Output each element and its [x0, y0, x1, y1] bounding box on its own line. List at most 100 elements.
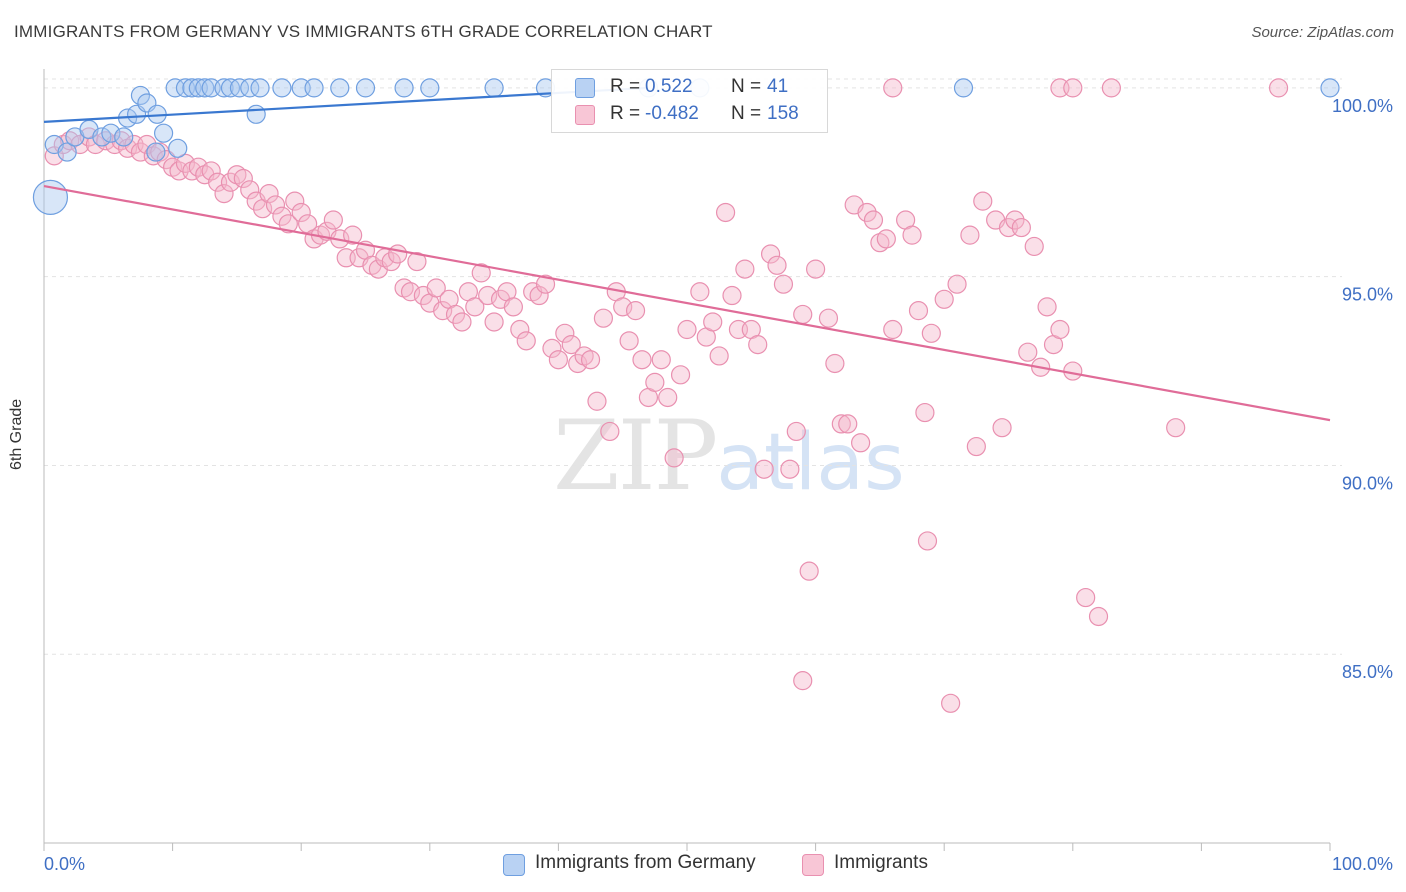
y-axis-label: 6th Grade: [8, 398, 25, 470]
point-immigrants: [773, 274, 794, 294]
trendline-germany: [43, 86, 649, 123]
point-germany: [246, 104, 266, 124]
point-immigrants: [343, 225, 363, 245]
point-immigrants: [1050, 319, 1070, 340]
point-germany: [165, 78, 185, 98]
x-tick-label: 100.0%: [1332, 854, 1393, 874]
point-immigrants: [400, 282, 421, 302]
point-immigrants: [947, 274, 967, 294]
point-immigrants: [175, 153, 196, 173]
point-immigrants: [670, 365, 691, 385]
point-immigrants: [452, 312, 472, 332]
legend-n-label: N =: [731, 103, 762, 124]
chart-title: IMMIGRANTS FROM GERMANY VS IMMIGRANTS 6T…: [14, 22, 713, 41]
point-immigrants: [1268, 78, 1289, 98]
series-legend: Immigrants from Germany Immigrants: [0, 851, 1406, 879]
point-immigrants: [799, 561, 819, 581]
point-immigrants: [754, 459, 774, 479]
point-immigrants: [503, 297, 523, 317]
point-immigrants: [651, 350, 671, 370]
point-immigrants: [548, 350, 569, 370]
point-immigrants: [381, 251, 401, 272]
point-immigrants: [917, 531, 938, 551]
point-immigrants: [587, 391, 607, 411]
legend-row-germany: R = 0.522 N = 41: [552, 74, 827, 100]
point-immigrants: [323, 210, 343, 230]
legend-r-value: -0.482: [645, 103, 699, 124]
point-immigrants: [188, 157, 208, 177]
point-immigrants: [908, 301, 929, 321]
point-immigrants: [709, 346, 729, 366]
point-germany: [953, 78, 974, 98]
point-immigrants: [291, 202, 311, 223]
legend-row-immigrants: R = -0.482 N = 158: [552, 101, 827, 127]
point-germany: [420, 78, 440, 98]
point-immigrants: [767, 255, 787, 275]
point-immigrants: [561, 335, 581, 355]
point-immigrants: [1018, 342, 1038, 362]
point-immigrants: [883, 78, 903, 98]
point-immigrants: [433, 301, 453, 321]
point-immigrants: [966, 436, 986, 457]
point-germany: [1320, 78, 1340, 98]
point-immigrants: [883, 319, 903, 340]
point-immigrants: [516, 331, 536, 351]
legend-n-value: 41: [767, 76, 789, 97]
legend-n-label: N =: [731, 76, 762, 97]
point-immigrants: [934, 289, 954, 309]
point-germany: [272, 78, 292, 98]
point-immigrants: [555, 323, 575, 343]
point-immigrants: [529, 285, 549, 306]
source-credit: Source: ZipAtlas.com: [1251, 24, 1394, 41]
point-immigrants: [876, 229, 896, 249]
legend-label-germany: Immigrants from Germany: [535, 852, 756, 873]
point-immigrants: [645, 372, 665, 392]
point-immigrants: [735, 259, 755, 279]
watermark-atlas: atlas: [716, 418, 905, 508]
point-immigrants: [426, 278, 446, 298]
point-immigrants: [838, 414, 858, 434]
point-immigrants: [201, 161, 221, 181]
y-tick-label: 100.0%: [1332, 96, 1393, 116]
point-immigrants: [1166, 418, 1186, 438]
point-immigrants: [722, 285, 742, 306]
legend-r-label: R =: [610, 103, 641, 124]
point-immigrants: [240, 180, 260, 200]
point-germany: [195, 78, 215, 98]
point-immigrants: [156, 150, 176, 170]
point-immigrants: [690, 282, 710, 302]
legend-r-value: 0.522: [645, 76, 693, 97]
point-germany: [394, 78, 414, 98]
point-immigrants: [214, 183, 234, 204]
point-immigrants: [760, 244, 781, 264]
point-germany: [57, 142, 77, 162]
point-immigrants: [960, 225, 980, 245]
point-germany: [168, 138, 188, 158]
correlation-legend: R = 0.522 N = 41 R = -0.482 N = 158: [551, 69, 828, 133]
point-immigrants: [677, 319, 697, 340]
point-immigrants: [793, 671, 813, 691]
point-germany: [240, 78, 260, 98]
point-immigrants: [857, 202, 877, 223]
legend-swatch-immigrants: [802, 854, 824, 876]
point-immigrants: [863, 210, 884, 230]
point-immigrants: [1011, 217, 1031, 238]
point-immigrants: [465, 297, 485, 317]
trendline-immigrants: [43, 184, 1331, 422]
point-germany: [130, 85, 151, 106]
point-immigrants: [915, 402, 935, 423]
point-immigrants: [992, 418, 1012, 438]
x-tick-label: 0.0%: [44, 854, 85, 874]
point-immigrants: [715, 202, 736, 223]
point-immigrants: [510, 319, 530, 340]
point-immigrants: [793, 304, 813, 325]
point-immigrants: [619, 331, 639, 351]
point-immigrants: [1024, 236, 1044, 257]
point-immigrants: [60, 131, 80, 151]
legend-swatch-germany: [503, 854, 525, 876]
point-immigrants: [568, 353, 588, 374]
point-immigrants: [973, 191, 993, 211]
point-immigrants: [825, 353, 845, 374]
point-immigrants: [1063, 361, 1083, 381]
point-immigrants: [388, 244, 408, 264]
